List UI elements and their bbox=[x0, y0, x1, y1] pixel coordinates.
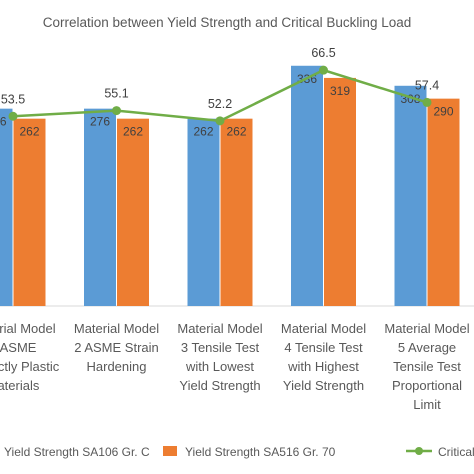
bar-sa516-3 bbox=[220, 118, 253, 306]
bar-data-label: 262 bbox=[193, 125, 213, 139]
bar-data-label: 262 bbox=[226, 125, 246, 139]
category-label: Material Model 4 Tensile Test with Highest… bbox=[281, 321, 366, 393]
legend-marker-buckling bbox=[415, 447, 423, 455]
line-data-label: 66.5 bbox=[311, 46, 335, 60]
bar-sa106-3 bbox=[187, 118, 220, 306]
bar-sa106-5 bbox=[394, 85, 427, 306]
line-point-1 bbox=[8, 111, 18, 121]
bar-sa106-1 bbox=[0, 108, 13, 306]
legend-label-buckling: Critical Buckling Load bbox=[438, 445, 474, 459]
bar-data-label: 276 bbox=[0, 115, 7, 129]
category-label: Material Model 2 ASME Strain Hardening bbox=[74, 321, 159, 374]
bar-sa516-5 bbox=[427, 98, 460, 307]
plot-area: 27627626233630826226226231929053.555.152… bbox=[0, 46, 474, 412]
bar-data-label: 319 bbox=[330, 84, 350, 98]
legend: Yield Strength SA106 Gr. C Yield Strength… bbox=[4, 445, 474, 459]
category-label: Material Model1 ASMEPerfectly PlasticMat… bbox=[0, 321, 60, 393]
legend-label-sa516: Yield Strength SA516 Gr. 70 bbox=[185, 445, 336, 459]
line-data-label: 53.5 bbox=[1, 92, 25, 106]
bar-sa516-1 bbox=[13, 118, 46, 306]
line-point-3 bbox=[215, 116, 225, 126]
line-point-5 bbox=[422, 97, 432, 107]
line-data-label: 52.2 bbox=[208, 97, 232, 111]
bar-data-label: 290 bbox=[433, 105, 453, 119]
legend-swatch-sa516 bbox=[163, 446, 177, 456]
legend-label-sa106: Yield Strength SA106 Gr. C bbox=[4, 445, 150, 459]
line-data-label: 55.1 bbox=[104, 87, 128, 101]
line-point-4 bbox=[319, 65, 328, 75]
category-label: Material Model 3 Tensile Test with Lowest Y… bbox=[177, 321, 262, 393]
bar-sa516-4 bbox=[324, 77, 356, 306]
bar-sa106-4 bbox=[291, 65, 323, 306]
line-data-label: 57.4 bbox=[415, 78, 439, 92]
bar-data-label: 262 bbox=[123, 125, 143, 139]
category-label: Material Model 5 Average Tensile Test Propo… bbox=[384, 321, 469, 412]
bar-sa106-2 bbox=[84, 108, 116, 306]
chart-title: Correlation between Yield Strength and C… bbox=[43, 15, 411, 30]
line-point-2 bbox=[112, 106, 121, 116]
bar-sa516-2 bbox=[117, 118, 149, 306]
bar-data-label: 276 bbox=[90, 115, 110, 129]
bar-data-label: 262 bbox=[19, 125, 39, 139]
